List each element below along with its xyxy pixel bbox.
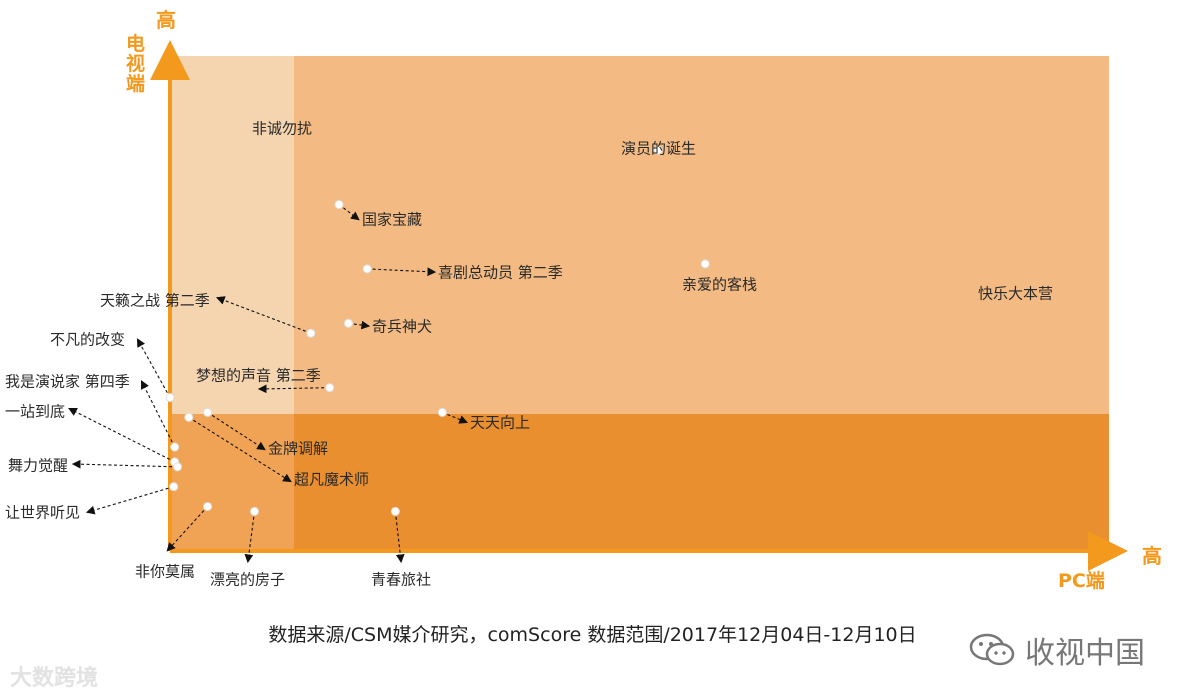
data-point [437, 407, 447, 417]
data-point [334, 200, 344, 209]
leader-line [215, 296, 312, 334]
data-points [165, 145, 710, 516]
point-label: 天籁之战 第二季 [100, 291, 210, 310]
point-label: 奇兵神犬 [372, 317, 433, 336]
data-point [306, 328, 316, 338]
footer: 数据来源/CSM媒介研究，comScore 数据范围/2017年12月04日-1… [0, 608, 1185, 699]
point-label: 漂亮的房子 [210, 570, 286, 589]
brand-left-watermark: 大数跨境 [10, 660, 98, 692]
chart-svg [68, 40, 1128, 571]
data-point [170, 442, 180, 452]
point-label: 不凡的改变 [50, 330, 126, 349]
leader-lines [68, 204, 469, 564]
data-point [165, 393, 175, 403]
data-point [325, 383, 335, 393]
brand-right-text: 收视中国 [1025, 636, 1145, 671]
point-label: 非你莫属 [135, 562, 196, 581]
y-axis-label: 电视端 [126, 33, 146, 95]
data-point [203, 407, 213, 417]
data-point [169, 482, 179, 492]
x-axis-high-label: 高 [1142, 544, 1162, 568]
point-label: 梦想的声音 第二季 [196, 366, 321, 385]
brand-right: 收视中国 [969, 628, 1145, 672]
leader-line [166, 506, 208, 552]
data-point [700, 259, 710, 269]
leader-line [85, 486, 174, 515]
point-label: 我是演说家 第四季 [5, 372, 130, 391]
data-point [250, 506, 260, 516]
chart-area: 高 电视端 高 PC端 非诚勿扰演员的诞生国家宝藏喜剧总动员 第二季亲爱的客栈 快… [5, 8, 1162, 592]
point-label: 国家宝藏 [362, 210, 423, 229]
leader-line [244, 511, 256, 564]
data-point [362, 264, 372, 274]
data-point [653, 145, 663, 155]
point-label: 超凡魔术师 [294, 470, 370, 489]
point-label: 快乐大本营 [978, 284, 1054, 303]
data-point [173, 462, 183, 472]
point-label: 青春旅社 [371, 570, 432, 589]
data-point [184, 412, 194, 422]
point-label: 喜剧总动员 第二季 [438, 263, 563, 282]
quadrant-bottom-right [294, 414, 1109, 551]
data-point [343, 318, 353, 328]
quadrant-top-right [294, 56, 1109, 414]
leader-line [71, 459, 178, 469]
point-label: 非诚勿扰 [252, 119, 313, 138]
leader-line [367, 267, 437, 277]
quadrant-bottom-left [170, 414, 294, 551]
point-label: 舞力觉醒 [8, 456, 69, 475]
point-label: 一站到底 [5, 402, 66, 421]
point-label: 让世界听见 [5, 503, 81, 522]
data-point [390, 506, 400, 516]
brand-left-text: 大数跨境 [10, 666, 99, 691]
leader-line [207, 411, 266, 451]
leader-line [394, 511, 405, 564]
x-axis-label: PC端 [1058, 570, 1105, 592]
source-note: 数据来源/CSM媒介研究，comScore 数据范围/2017年12月04日-1… [268, 624, 917, 646]
leader-line [188, 416, 292, 483]
leader-line [338, 204, 360, 221]
data-point [203, 501, 213, 511]
leader-line [141, 380, 176, 448]
point-label: 天天向上 [470, 413, 531, 432]
leader-line [442, 411, 469, 424]
point-label: 亲爱的客栈 [682, 275, 758, 294]
leader-line [136, 338, 171, 398]
leader-line [257, 384, 330, 394]
wechat-icon [969, 633, 1015, 666]
y-axis-high-label: 高 [156, 8, 176, 32]
point-label: 演员的诞生 [621, 139, 697, 158]
point-label: 金牌调解 [268, 439, 329, 458]
quadrant-top-left [170, 56, 294, 414]
